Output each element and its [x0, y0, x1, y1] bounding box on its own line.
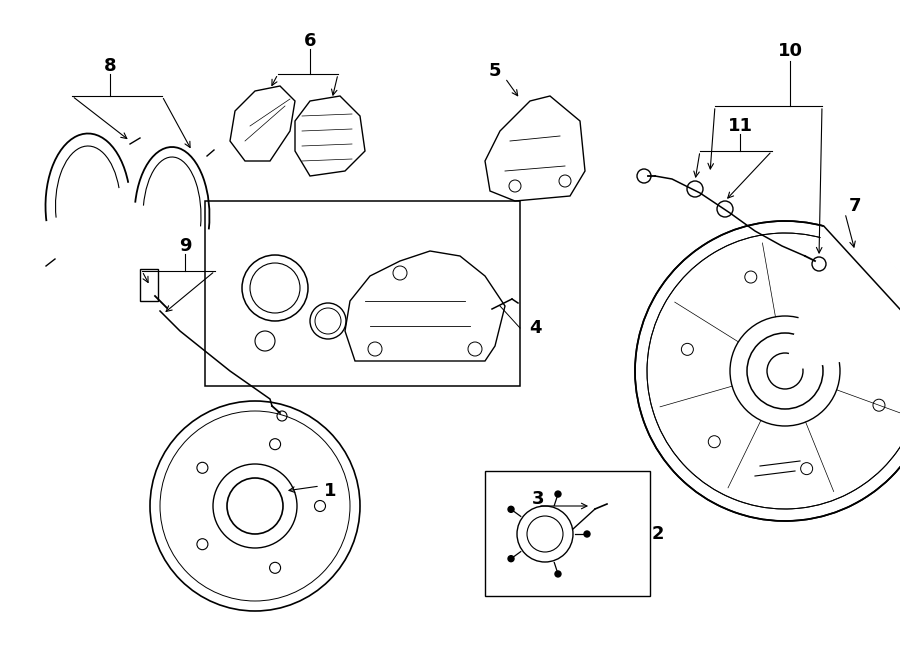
Circle shape [508, 556, 514, 562]
Text: 5: 5 [489, 62, 501, 80]
Circle shape [555, 491, 561, 497]
Text: 8: 8 [104, 57, 116, 75]
Text: 11: 11 [727, 117, 752, 135]
Bar [205, 201, 520, 386]
Text: 6: 6 [304, 32, 316, 50]
Text: 2: 2 [652, 525, 664, 543]
Text: 4: 4 [529, 319, 541, 337]
Text: 1: 1 [324, 482, 337, 500]
Text: 7: 7 [849, 197, 861, 215]
Bar [140, 269, 158, 301]
Text: 10: 10 [778, 42, 803, 60]
Circle shape [584, 531, 590, 537]
Text: 3: 3 [532, 490, 544, 508]
Bar [485, 471, 650, 596]
Circle shape [555, 571, 561, 577]
Circle shape [508, 506, 514, 512]
Wedge shape [785, 224, 900, 371]
Text: 9: 9 [179, 237, 191, 255]
